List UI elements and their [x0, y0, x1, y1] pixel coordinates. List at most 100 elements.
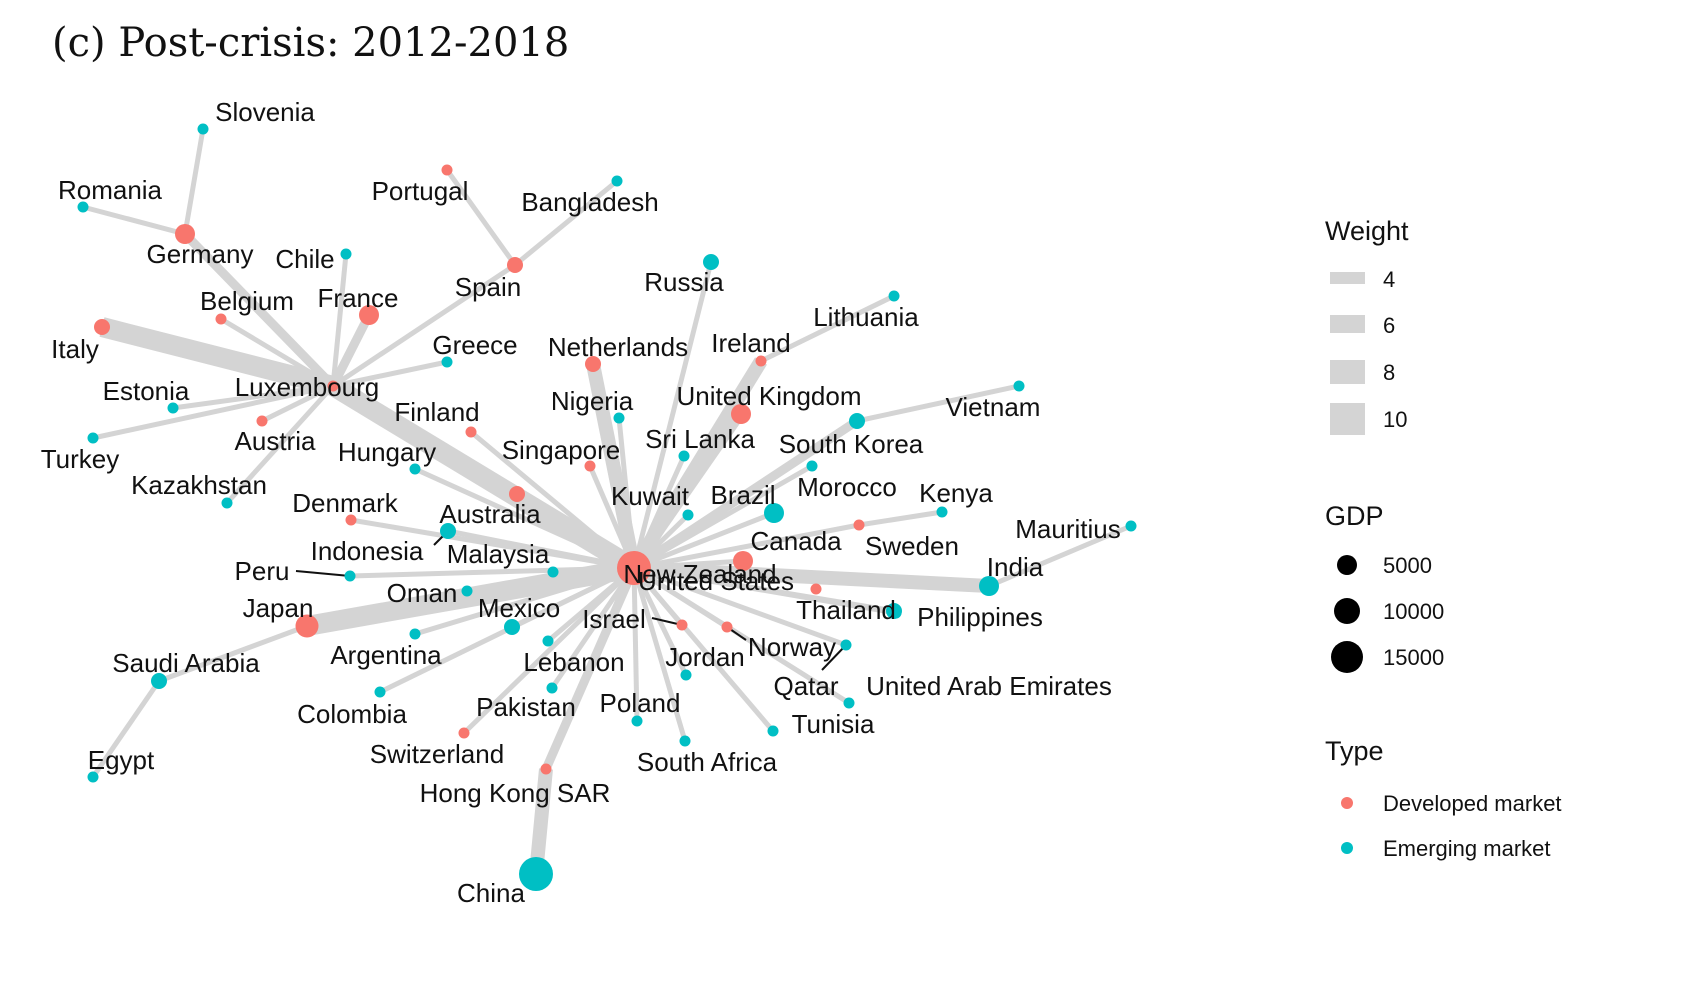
edges-layer [82, 128, 1132, 875]
node-pakistan [546, 682, 558, 694]
node-label-greece: Greece [432, 330, 517, 360]
legend-weight-label-4: 4 [1383, 267, 1395, 292]
edge-finland-new-zealand [469, 430, 636, 570]
node-label-portugal: Portugal [372, 176, 469, 206]
node-norway [721, 621, 733, 633]
node-label-slovenia: Slovenia [215, 97, 315, 127]
node-label-china: China [457, 878, 525, 908]
edge-hong-kong-sar-new-zealand [541, 566, 639, 771]
edge-japan-saudi-arabia [158, 623, 308, 684]
node-russia [703, 254, 719, 270]
edge-nigeria-new-zealand [616, 417, 637, 569]
node-label-south-korea: South Korea [779, 429, 924, 459]
node-label-turkey: Turkey [41, 444, 120, 474]
node-morocco [806, 460, 818, 472]
node-label-finland: Finland [394, 397, 479, 427]
node-label-egypt: Egypt [88, 745, 155, 775]
legend-type-label-developed: Developed market [1383, 791, 1562, 816]
edge-saudi-arabia-egypt [90, 679, 162, 779]
edge-south-africa-new-zealand [631, 567, 688, 742]
edge-morocco-new-zealand [632, 463, 814, 571]
node-nigeria [613, 412, 625, 424]
node-qatar [840, 639, 852, 651]
node-kenya [936, 506, 948, 518]
edge-turkey-luxembourg [92, 383, 334, 441]
node-label-hungary: Hungary [338, 437, 436, 467]
node-label-poland: Poland [600, 688, 681, 718]
node-malaysia [547, 566, 559, 578]
edge-russia-new-zealand [631, 261, 714, 569]
legend-type-title: Type [1325, 736, 1384, 766]
node-ireland [755, 355, 767, 367]
node-poland [631, 715, 643, 727]
node-belgium [215, 313, 227, 325]
node-label-sri-lanka: Sri Lanka [645, 424, 755, 454]
node-portugal [441, 164, 453, 176]
node-italy [94, 319, 110, 335]
node-hungary [409, 463, 421, 475]
edge-kazakhstan-luxembourg [225, 384, 335, 505]
legend-type-dot-emerging [1341, 842, 1353, 854]
edge-australia-new-zealand [514, 490, 637, 572]
edge-tunisia-new-zealand [632, 566, 775, 733]
node-india [979, 576, 999, 596]
node-united-arab-emirates [843, 697, 855, 709]
node-label-belgium: Belgium [200, 286, 294, 316]
node-label-colombia: Colombia [297, 699, 407, 729]
edge-sweden-kenya [858, 509, 943, 528]
nodes-layer [77, 123, 1137, 891]
node-label-hong-kong-sar: Hong Kong SAR [420, 778, 611, 808]
node-label-lebanon: Lebanon [523, 647, 624, 677]
node-saudi-arabia [151, 673, 167, 689]
node-label-brazil: Brazil [710, 480, 775, 510]
legend-weight-label-6: 6 [1383, 313, 1395, 338]
node-japan [295, 614, 319, 638]
legend-gdp-dot-5000 [1337, 555, 1357, 575]
legend-gdp-dot-10000 [1334, 598, 1360, 624]
node-argentina [409, 628, 421, 640]
node-bangladesh [611, 175, 623, 187]
node-label-sweden: Sweden [865, 531, 959, 561]
node-estonia [167, 402, 179, 414]
node-china [519, 857, 553, 891]
edge-netherlands-new-zealand [586, 362, 641, 570]
edge-hungary-new-zealand [413, 466, 636, 571]
node-sweden [853, 519, 865, 531]
node-label-pakistan: Pakistan [476, 692, 576, 722]
legend-weight-label-8: 8 [1383, 360, 1395, 385]
edge-india-mauritius [988, 523, 1132, 589]
edge-qatar-new-zealand [633, 565, 847, 648]
node-label-russia: Russia [644, 267, 724, 297]
edge-switzerland-new-zealand [462, 566, 636, 735]
legend-gdp-label-5000: 5000 [1383, 553, 1432, 578]
node-peru [344, 570, 356, 582]
node-label-romania: Romania [58, 175, 163, 205]
node-netherlands [585, 356, 601, 372]
node-hong-kong-sar [540, 763, 552, 775]
node-switzerland [458, 727, 470, 739]
edge-sri-lanka-new-zealand [631, 454, 687, 570]
node-label-germany: Germany [147, 239, 254, 269]
node-label-vietnam: Vietnam [946, 392, 1041, 422]
node-label-indonesia: Indonesia [311, 536, 424, 566]
edge-germany-luxembourg [181, 230, 337, 390]
node-france [359, 305, 379, 325]
legend-type-dot-developed [1341, 797, 1353, 809]
legend-weight-swatch-8 [1330, 360, 1365, 384]
edge-chile-luxembourg [330, 253, 349, 387]
node-denmark [345, 514, 357, 526]
node-lithuania [888, 290, 900, 302]
node-label-kuwait: Kuwait [611, 481, 690, 511]
node-label-australia: Australia [439, 499, 541, 529]
node-label-united-kingdom: United Kingdom [677, 381, 862, 411]
edge-spain-luxembourg [331, 262, 517, 389]
edge-italy-luxembourg [99, 317, 336, 396]
edge-greece-luxembourg [332, 359, 448, 389]
node-united-kingdom [731, 404, 751, 424]
node-singapore [584, 460, 596, 472]
node-canada [733, 551, 753, 571]
edge-sweden-new-zealand [633, 522, 860, 571]
node-label-saudi-arabia: Saudi Arabia [112, 648, 260, 678]
